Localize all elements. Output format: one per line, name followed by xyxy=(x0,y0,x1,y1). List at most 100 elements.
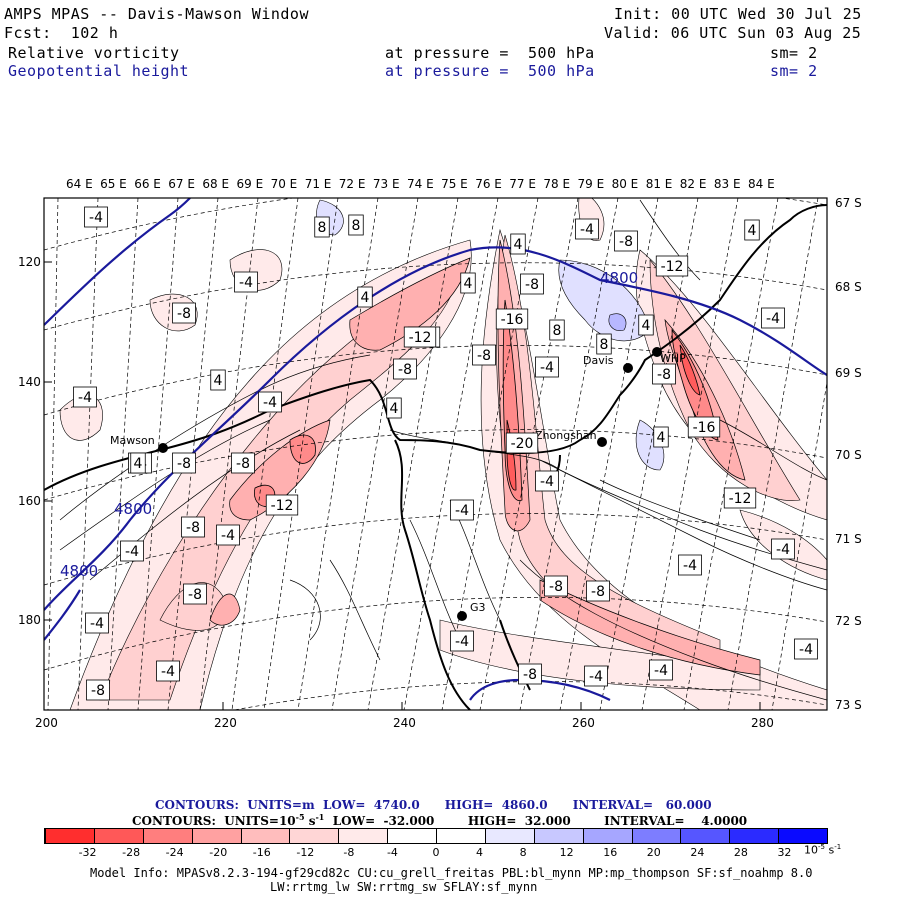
vorticity-label: -4 xyxy=(799,642,813,658)
colorbar-swatch xyxy=(191,829,241,843)
longitude-tick-label: 73 E xyxy=(372,177,400,191)
vorticity-label: 4 xyxy=(514,237,523,253)
init-time: Init: 00 UTC Wed 30 Jul 25 xyxy=(614,5,862,23)
vorticity-label: -8 xyxy=(477,348,491,364)
vorticity-label-box xyxy=(761,307,785,329)
colorbar-tick-label: -16 xyxy=(252,846,271,859)
vorticity-label-box xyxy=(655,255,689,277)
vorticity-label: 4 xyxy=(748,223,757,239)
vorticity-label-box xyxy=(181,516,205,538)
field1-pressure: at pressure = 500 hPa xyxy=(385,44,595,62)
station-label-davis: Davis xyxy=(583,354,614,367)
vorticity-label-box xyxy=(348,214,364,236)
station-marker-mawson xyxy=(158,443,168,453)
vorticity-label-box xyxy=(172,302,196,324)
longitude-tick-label: 75 E xyxy=(441,177,468,191)
longitude-tick-label: 65 E xyxy=(100,177,127,191)
vorticity-label: -4 xyxy=(589,669,603,685)
station-label-whp: WHP xyxy=(660,352,686,365)
vorticity-label: -4 xyxy=(540,474,554,490)
longitude-tick-label: 72 E xyxy=(338,177,366,191)
vorticity-label: -16 xyxy=(501,312,524,328)
vorticity-label-box xyxy=(505,432,539,454)
y-tick-label: 120 xyxy=(18,255,41,269)
vorticity-label-box xyxy=(216,524,240,546)
x-tick-label: 200 xyxy=(35,716,58,730)
vorticity-label-box xyxy=(687,416,721,438)
vorticity-label: -4 xyxy=(161,664,175,680)
colorbar-swatch xyxy=(533,829,583,843)
vorticity-label: -20 xyxy=(511,436,534,452)
vorticity-contours xyxy=(59,199,827,701)
height-label: 4800 xyxy=(600,269,638,287)
longitude-tick-label: 84 E xyxy=(748,177,775,191)
vorticity-label-box xyxy=(120,540,144,562)
station-label-g3: G3 xyxy=(470,601,486,614)
colorbar-swatch xyxy=(582,829,632,843)
longitude-tick-label: 77 E xyxy=(509,177,536,191)
field1-smoothing: sm= 2 xyxy=(770,44,818,62)
longitude-tick-label: 66 E xyxy=(134,177,161,191)
vorticity-label: -12 xyxy=(729,491,752,507)
colorbar-tick-label: 12 xyxy=(559,846,574,859)
plot-frame xyxy=(43,197,828,711)
vorticity-label-box xyxy=(652,363,676,385)
colorbar-tick-label: 16 xyxy=(603,846,618,859)
colorbar-swatch xyxy=(484,829,534,843)
vorticity-label-box xyxy=(172,452,196,474)
longitude-tick-label: 68 E xyxy=(202,177,230,191)
colorbar-swatch xyxy=(436,829,485,843)
vorticity-label: -8 xyxy=(549,579,563,595)
vorticity-label: -12 xyxy=(661,259,684,275)
longitude-tick-label: 81 E xyxy=(645,177,673,191)
vorticity-label-box xyxy=(794,638,818,660)
vorticity-label-box xyxy=(85,612,109,634)
colorbar-tick-label: 0 xyxy=(432,846,440,859)
vorticity-label-box xyxy=(744,219,760,241)
graticule-latitude xyxy=(44,198,827,710)
graticule-longitude xyxy=(47,198,827,710)
vorticity-label-box xyxy=(586,580,610,602)
colorbar-tick-label: 20 xyxy=(646,846,661,859)
vorticity-label-box xyxy=(544,575,568,597)
colorbar-tick-label: -4 xyxy=(386,846,398,859)
vorticity-label: -8 xyxy=(236,456,250,472)
field2-name: Geopotential height xyxy=(8,62,190,80)
vorticity-label-box xyxy=(575,218,599,240)
vorticity-label-box xyxy=(520,273,544,295)
colorbar-tick-label: -20 xyxy=(209,846,228,859)
colorbar-tick-label: 24 xyxy=(690,846,705,859)
vorticity-label-box xyxy=(771,538,795,560)
geopotential-contours xyxy=(44,198,827,701)
latitude-tick-label: 67 S xyxy=(835,196,862,210)
longitude-tick-label: 69 E xyxy=(236,177,264,191)
vorticity-label: 8 xyxy=(553,323,562,339)
colorbar-swatch xyxy=(142,829,192,843)
x-tick-label: 260 xyxy=(572,716,595,730)
colorbar-tick-label: 28 xyxy=(733,846,748,859)
colorbar-swatch xyxy=(93,829,143,843)
colorbar-tick-label: 32 xyxy=(777,846,792,859)
y-tick-label: 160 xyxy=(18,494,41,508)
vorticity-label: -4 xyxy=(683,558,697,574)
colorbar-tick-label: 8 xyxy=(519,846,527,859)
vorticity-label-box xyxy=(393,358,417,380)
vorticity-label: -8 xyxy=(657,367,671,383)
vorticity-label: -4 xyxy=(221,528,235,544)
station-marker-zhongshan xyxy=(597,437,607,447)
colorbar-swatch xyxy=(289,829,339,843)
colorbar-swatch xyxy=(45,829,94,843)
colorbar-swatch xyxy=(387,829,436,843)
vorticity-label-box xyxy=(231,452,255,474)
vorticity-label-box xyxy=(535,356,559,378)
vorticity-label-box xyxy=(723,487,757,509)
longitude-tick-label: 76 E xyxy=(475,177,502,191)
longitude-tick-label: 71 E xyxy=(304,177,332,191)
colorbar-swatch xyxy=(680,829,730,843)
vorticity-label: -4 xyxy=(540,360,554,376)
vorticity-label-box xyxy=(596,333,612,355)
vorticity-label: 8 xyxy=(352,218,361,234)
vorticity-label: -8 xyxy=(591,584,605,600)
latitude-tick-label: 71 S xyxy=(835,532,862,546)
vorticity-label-box xyxy=(518,663,542,685)
